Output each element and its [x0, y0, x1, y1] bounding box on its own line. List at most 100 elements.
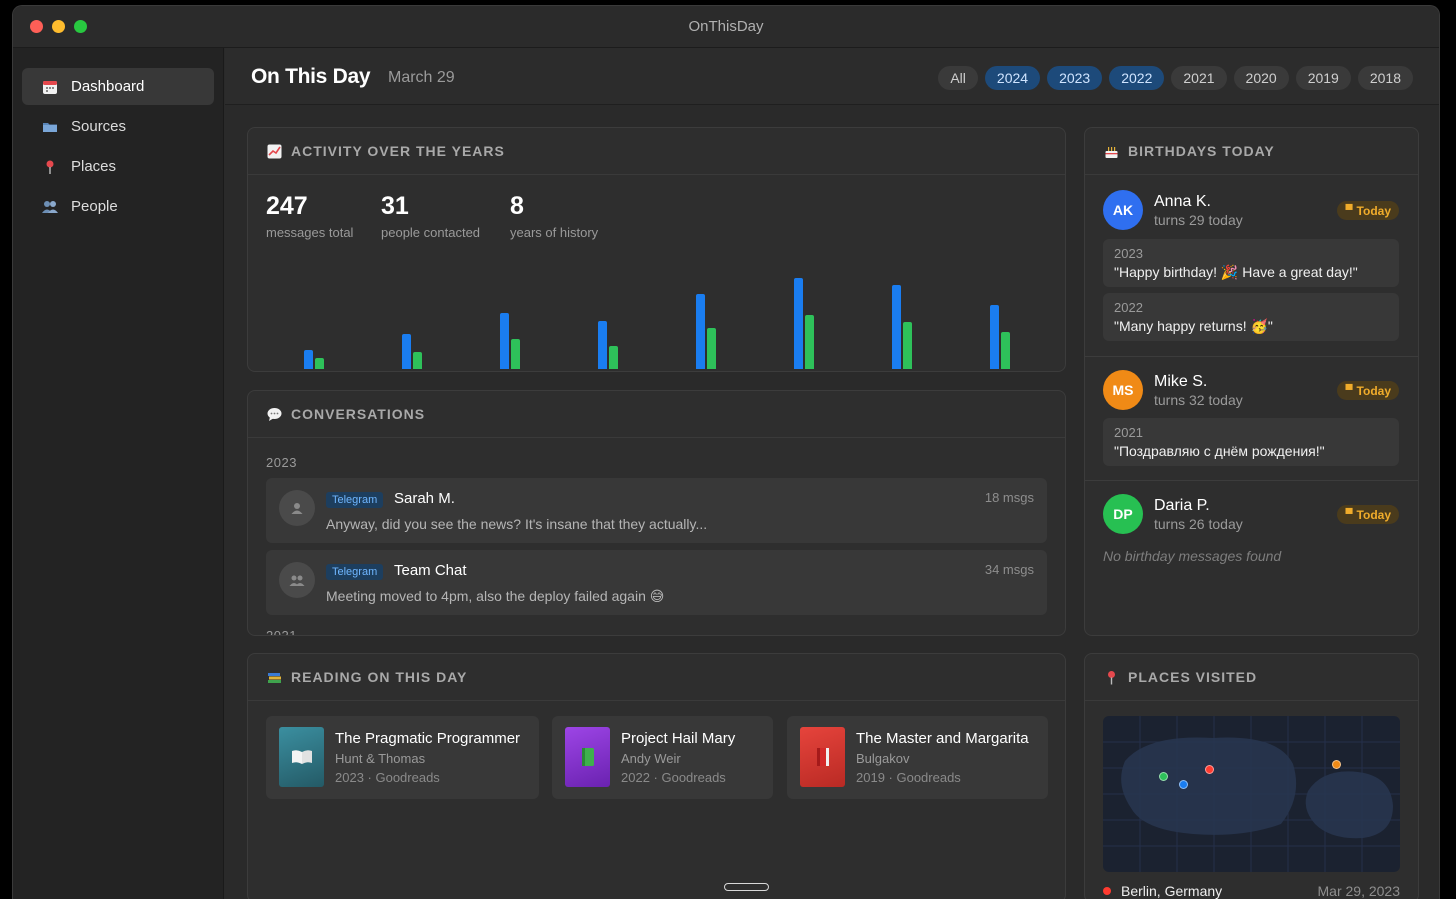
map-pin[interactable]	[1179, 780, 1188, 789]
activity-chart	[248, 268, 1065, 371]
book-item[interactable]: The Master and Margarita Bulgakov 2019 ·…	[787, 716, 1048, 799]
map-pin[interactable]	[1205, 765, 1214, 774]
message-year: 2022	[1114, 300, 1143, 315]
window-title: OnThisDay	[688, 18, 764, 35]
no-messages-text: No birthday messages found	[1103, 548, 1282, 564]
activity-card-title: ACTIVITY OVER THE YEARS	[291, 143, 505, 159]
today-badge: ▀ Today	[1337, 381, 1399, 400]
map-pin[interactable]	[1332, 760, 1341, 769]
speech-bubble-icon	[266, 406, 282, 422]
year-filter-2018[interactable]: 2018	[1357, 66, 1413, 90]
book-item[interactable]: The Pragmatic Programmer Hunt & Thomas 2…	[266, 716, 539, 799]
page-date: March 29	[388, 69, 455, 86]
map-pin[interactable]	[1159, 772, 1168, 781]
sidebar-item-sources[interactable]: Sources	[22, 108, 214, 145]
calendar-icon	[41, 78, 59, 96]
conversations-card-header: CONVERSATIONS	[248, 391, 1065, 438]
sidebar-item-label: Places	[71, 158, 117, 175]
conversations-card: CONVERSATIONS 2023 Telegram Sarah M. 18 …	[247, 390, 1066, 636]
conversations-card-title: CONVERSATIONS	[291, 406, 426, 422]
today-badge-label: Today	[1356, 383, 1391, 398]
year-filter-2022[interactable]: 2022	[1109, 66, 1165, 90]
birthday-person[interactable]: DP Daria P. turns 26 today ▀ Today	[1103, 494, 1399, 534]
places-map[interactable]	[1103, 716, 1400, 872]
activity-bar-primary-5	[794, 278, 803, 369]
stat-messages: 247 messages total	[266, 192, 353, 240]
sidebar-item-people[interactable]: People	[22, 188, 214, 225]
reading-card-header: READING ON THIS DAY	[248, 654, 1065, 701]
activity-bar-secondary-3	[609, 346, 618, 369]
book-meta: 2019 · Goodreads	[856, 770, 961, 785]
conversation-year-label: 2021	[266, 628, 297, 636]
message-count: 34 msgs	[984, 562, 1034, 577]
minimize-window-button[interactable]	[52, 20, 65, 33]
zoom-window-button[interactable]	[74, 20, 87, 33]
conversation-row[interactable]: Telegram Sarah M. 18 msgs Anyway, did yo…	[266, 478, 1047, 543]
sidebar-item-label: People	[71, 198, 118, 215]
activity-bar-primary-7	[990, 305, 999, 369]
map-background	[1103, 716, 1400, 872]
conversation-name: Sarah M.	[394, 490, 455, 507]
message-text: "Happy birthday! 🎉 Have a great day!"	[1114, 264, 1358, 280]
book-meta: 2022 · Goodreads	[621, 770, 726, 785]
sidebar-item-dashboard[interactable]: Dashboard	[22, 68, 214, 105]
stat-people: 31 people contacted	[381, 192, 480, 240]
scroll-handle[interactable]	[724, 883, 769, 891]
book-title: The Master and Margarita	[856, 730, 1029, 747]
book-author: Andy Weir	[621, 751, 681, 766]
place-name: Berlin, Germany	[1121, 883, 1223, 899]
year-filter-all[interactable]: All	[938, 66, 978, 90]
close-window-button[interactable]	[30, 20, 43, 33]
year-filter-2021[interactable]: 2021	[1171, 66, 1227, 90]
main-content: On This Day March 29 All 2024 2023 2022 …	[225, 48, 1439, 899]
year-filter-2024[interactable]: 2024	[984, 66, 1041, 90]
reading-card: READING ON THIS DAY The Pragmatic Progra…	[247, 653, 1066, 899]
conversation-name: Team Chat	[394, 562, 467, 579]
activity-card-header: ACTIVITY OVER THE YEARS	[248, 128, 1065, 175]
conversation-row[interactable]: Telegram Team Chat 34 msgs Meeting moved…	[266, 550, 1047, 615]
birthdays-card: BIRTHDAYS TODAY AK Anna K. turns 29 toda…	[1084, 127, 1419, 636]
person-name: Mike S.	[1154, 373, 1208, 390]
stat-label: people contacted	[381, 225, 481, 240]
sidebar-item-places[interactable]: Places	[22, 148, 214, 185]
activity-bar-primary-3	[598, 321, 607, 369]
activity-bar-secondary-5	[805, 315, 814, 369]
message-text: "Поздравляю с днём рождения!"	[1114, 443, 1325, 459]
year-filter-2019[interactable]: 2019	[1295, 66, 1351, 90]
activity-bar-secondary-1	[413, 352, 422, 369]
person-name: Anna K.	[1154, 193, 1211, 210]
source-badge: Telegram	[326, 564, 384, 580]
birthday-person[interactable]: AK Anna K. turns 29 today ▀ Today	[1103, 190, 1399, 230]
year-filter-2020[interactable]: 2020	[1233, 66, 1289, 90]
year-filter-2023[interactable]: 2023	[1047, 66, 1103, 90]
people-icon	[41, 198, 59, 216]
app-window: OnThisDay Dashboard Sources Places Peop	[12, 5, 1440, 899]
conversation-preview: Meeting moved to 4pm, also the deploy fa…	[326, 588, 665, 604]
person-name: Daria P.	[1154, 497, 1210, 514]
sidebar: Dashboard Sources Places People	[13, 48, 224, 899]
page-header: On This Day March 29 All 2024 2023 2022 …	[225, 48, 1439, 105]
conversation-preview: Anyway, did you see the news? It's insan…	[326, 516, 708, 532]
person-avatar-icon	[279, 490, 315, 526]
book-item[interactable]: Project Hail Mary Andy Weir 2022 · Goodr…	[552, 716, 773, 799]
activity-bar-secondary-7	[1001, 332, 1010, 369]
year-filter: All 2024 2023 2022 2021 2020 2019 2018	[938, 66, 1413, 90]
stat-label: years of history	[510, 225, 599, 240]
place-date: Mar 29, 2023	[1317, 883, 1401, 899]
stat-value: 31	[381, 192, 409, 220]
birthdays-card-header: BIRTHDAYS TODAY	[1085, 128, 1418, 175]
places-card-header: PLACES VISITED	[1085, 654, 1418, 701]
divider	[1085, 480, 1418, 481]
today-badge: ▀ Today	[1337, 505, 1399, 524]
person-age: turns 32 today	[1154, 392, 1243, 408]
person-age: turns 26 today	[1154, 516, 1243, 532]
title-bar: OnThisDay	[13, 6, 1439, 48]
person-age: turns 29 today	[1154, 212, 1243, 228]
activity-card: ACTIVITY OVER THE YEARS 247 messages tot…	[247, 127, 1066, 372]
stat-value: 8	[510, 192, 524, 220]
page-title: On This Day	[251, 65, 371, 88]
activity-bar-secondary-2	[511, 339, 520, 369]
birthday-person[interactable]: MS Mike S. turns 32 today ▀ Today	[1103, 370, 1399, 410]
sidebar-item-label: Sources	[71, 118, 127, 135]
cake-icon: ▀	[1345, 509, 1353, 520]
